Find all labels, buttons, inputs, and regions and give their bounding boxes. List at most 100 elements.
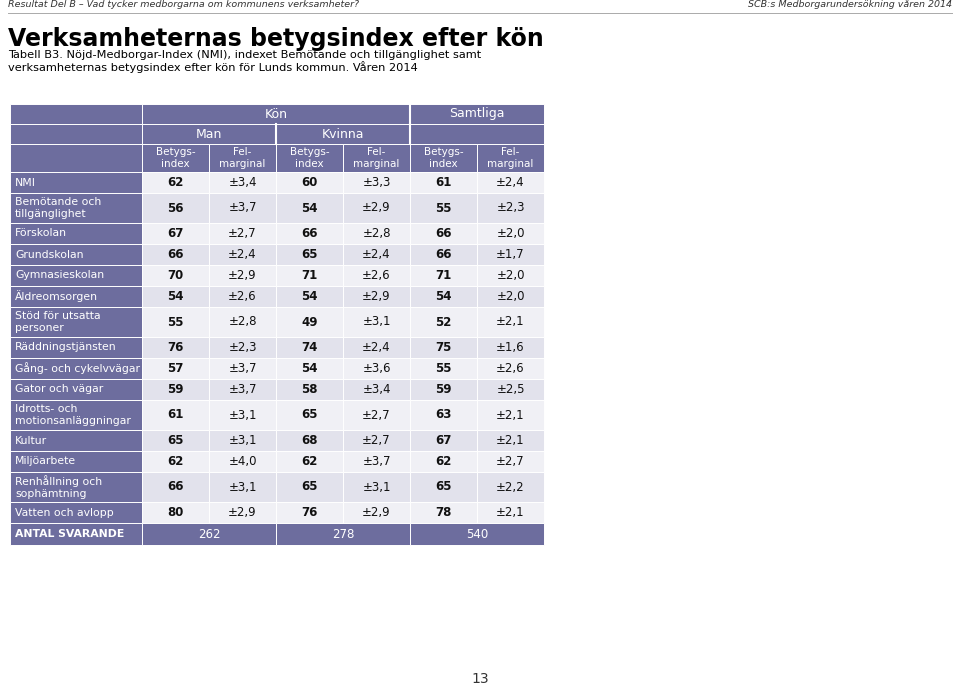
Text: Förskolan: Förskolan (15, 229, 67, 238)
Text: ±2,0: ±2,0 (496, 269, 525, 282)
Bar (477, 337, 544, 358)
Bar (10, 265, 142, 286)
Text: 62: 62 (167, 176, 183, 189)
Text: 65: 65 (301, 480, 318, 493)
Text: 54: 54 (167, 290, 183, 303)
Text: 13: 13 (471, 672, 489, 686)
Text: Betygs-
index: Betygs- index (290, 147, 329, 168)
Bar (343, 430, 410, 451)
Bar (209, 223, 276, 244)
Bar (142, 265, 209, 286)
Bar (343, 400, 410, 430)
Text: ±3,1: ±3,1 (228, 408, 256, 421)
Text: 262: 262 (198, 528, 220, 540)
Text: Grundskolan: Grundskolan (15, 250, 84, 259)
Text: ±3,1: ±3,1 (228, 434, 256, 447)
Bar (477, 400, 544, 430)
Bar (10, 144, 142, 172)
Text: ±2,7: ±2,7 (362, 408, 391, 421)
Text: ±2,3: ±2,3 (496, 201, 525, 215)
Text: 80: 80 (167, 506, 183, 519)
Bar (209, 244, 276, 265)
Bar (10, 523, 142, 545)
Text: ANTAL SVARANDE: ANTAL SVARANDE (15, 529, 124, 539)
Text: 62: 62 (435, 455, 452, 468)
Bar (276, 523, 410, 545)
Text: 60: 60 (301, 176, 318, 189)
Bar (477, 193, 544, 223)
Bar (477, 358, 544, 379)
Text: ±2,9: ±2,9 (362, 290, 391, 303)
Bar (142, 358, 209, 379)
Text: 56: 56 (167, 201, 183, 215)
Bar (276, 286, 343, 307)
Bar (477, 472, 544, 502)
Text: ±2,8: ±2,8 (362, 227, 391, 240)
Text: 65: 65 (301, 248, 318, 261)
Text: verksamheternas betygsindex efter kön för Lunds kommun. Våren 2014: verksamheternas betygsindex efter kön fö… (8, 61, 418, 73)
Text: SCB:s Medborgarundersökning våren 2014: SCB:s Medborgarundersökning våren 2014 (748, 0, 952, 9)
Text: Verksamheternas betygsindex efter kön: Verksamheternas betygsindex efter kön (8, 27, 543, 51)
Text: ±2,1: ±2,1 (496, 408, 525, 421)
Text: ±2,1: ±2,1 (496, 315, 525, 329)
Bar (343, 358, 410, 379)
Bar (10, 358, 142, 379)
Text: 67: 67 (435, 434, 452, 447)
Text: 66: 66 (167, 480, 183, 493)
Text: ±2,6: ±2,6 (496, 362, 525, 375)
Bar (142, 523, 276, 545)
Bar (142, 286, 209, 307)
Bar (142, 193, 209, 223)
Bar (10, 472, 142, 502)
Text: ±2,4: ±2,4 (362, 341, 391, 354)
Bar (477, 286, 544, 307)
Bar (209, 193, 276, 223)
Bar (10, 451, 142, 472)
Text: 75: 75 (435, 341, 452, 354)
Text: ±2,3: ±2,3 (228, 341, 256, 354)
Text: ±2,7: ±2,7 (228, 227, 257, 240)
Text: 54: 54 (435, 290, 452, 303)
Bar (343, 244, 410, 265)
Text: ±2,9: ±2,9 (228, 269, 257, 282)
Text: ±3,7: ±3,7 (228, 201, 256, 215)
Text: ±3,4: ±3,4 (362, 383, 391, 396)
Bar (10, 172, 142, 193)
Text: Betygs-
index: Betygs- index (423, 147, 464, 168)
Text: Fel-
marginal: Fel- marginal (353, 147, 399, 168)
Text: ±2,4: ±2,4 (228, 248, 257, 261)
Text: ±2,0: ±2,0 (496, 290, 525, 303)
Bar (343, 223, 410, 244)
Text: 278: 278 (332, 528, 354, 540)
Bar (209, 379, 276, 400)
Text: 61: 61 (435, 176, 452, 189)
Text: 55: 55 (435, 362, 452, 375)
Bar (10, 502, 142, 523)
Bar (343, 472, 410, 502)
Text: Gator och vägar: Gator och vägar (15, 384, 104, 394)
Bar (209, 430, 276, 451)
Text: 55: 55 (167, 315, 183, 329)
Text: 66: 66 (167, 248, 183, 261)
Text: 65: 65 (301, 408, 318, 421)
Bar (276, 472, 343, 502)
Text: 67: 67 (167, 227, 183, 240)
Bar (477, 502, 544, 523)
Bar (10, 104, 142, 124)
Bar (209, 451, 276, 472)
Bar (209, 337, 276, 358)
Text: ±4,0: ±4,0 (228, 455, 256, 468)
Bar (142, 144, 209, 172)
Text: ±2,4: ±2,4 (362, 248, 391, 261)
Bar (10, 244, 142, 265)
Bar (209, 502, 276, 523)
Text: ±2,0: ±2,0 (496, 227, 525, 240)
Text: Äldreomsorgen: Äldreomsorgen (15, 291, 98, 303)
Bar (276, 223, 343, 244)
Bar (142, 104, 410, 124)
Bar (10, 337, 142, 358)
Bar (142, 502, 209, 523)
Bar (276, 244, 343, 265)
Text: Kvinna: Kvinna (322, 127, 364, 140)
Bar (343, 193, 410, 223)
